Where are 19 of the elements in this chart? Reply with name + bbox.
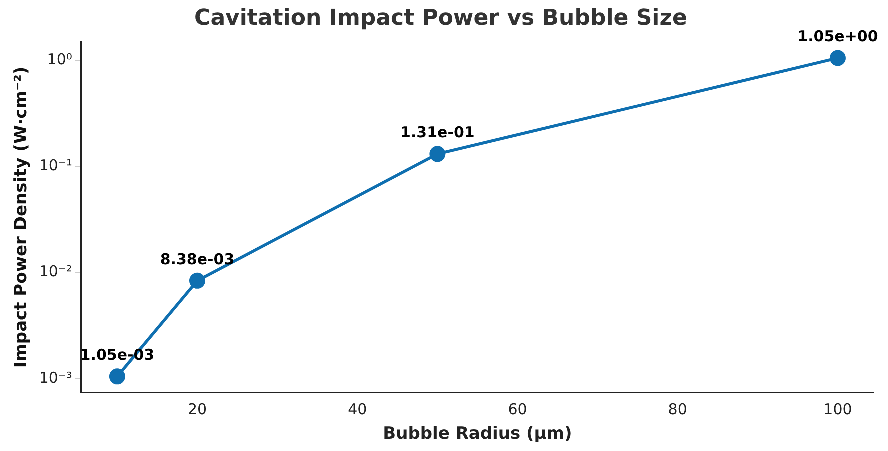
point (190, 272, 206, 289)
data-label: 8.38e-03 (160, 250, 235, 268)
y-tick-label: 10⁻² (39, 262, 72, 281)
data-label: 1.05e+00 (798, 28, 878, 46)
x-tick-label: 40 (348, 400, 368, 418)
chart-title: Cavitation Impact Power vs Bubble Size (194, 6, 688, 31)
y-tick-label: 10⁻¹ (39, 156, 72, 175)
point (830, 50, 846, 66)
x-tick-label: 60 (508, 400, 528, 418)
x-tick-label: 20 (188, 400, 208, 418)
y-tick-label: 10⁰ (47, 50, 72, 68)
y-tick-label: 10⁻³ (39, 368, 72, 387)
point (430, 146, 446, 162)
point (109, 368, 126, 385)
x-tick-label: 80 (668, 400, 688, 418)
data-label: 1.31e-01 (400, 124, 475, 142)
x-axis-title: Bubble Radius (µm) (383, 424, 572, 444)
x-tick-label: 100 (824, 400, 852, 418)
y-axis-title: Impact Power Density (W·cm⁻²) (12, 66, 32, 368)
